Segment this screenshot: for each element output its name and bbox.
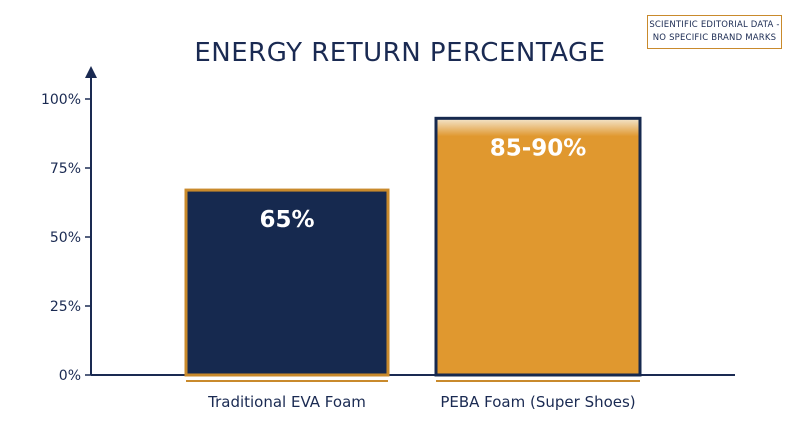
- editorial-note-badge: SCIENTIFIC EDITORIAL DATA - NO SPECIFIC …: [647, 15, 782, 49]
- editorial-note-line-2: NO SPECIFIC BRAND MARKS: [652, 33, 777, 43]
- y-tick-label: 75%: [50, 161, 81, 177]
- y-tick-label: 25%: [50, 299, 81, 315]
- y-tick-label: 0%: [59, 368, 81, 384]
- y-tick-label: 100%: [41, 92, 81, 108]
- x-tick-label: PEBA Foam (Super Shoes): [440, 393, 635, 411]
- bar-data-label: 85-90%: [490, 135, 587, 161]
- bar: [184, 188, 390, 377]
- y-axis-arrow-icon: [85, 66, 97, 78]
- y-tick-label: 50%: [50, 230, 81, 246]
- chart-title: ENERGY RETURN PERCENTAGE: [194, 38, 605, 68]
- bar: [434, 116, 642, 377]
- editorial-note-line-1: SCIENTIFIC EDITORIAL DATA -: [649, 20, 780, 30]
- bar-data-label: 65%: [259, 207, 314, 233]
- x-tick-label: Traditional EVA Foam: [207, 393, 366, 411]
